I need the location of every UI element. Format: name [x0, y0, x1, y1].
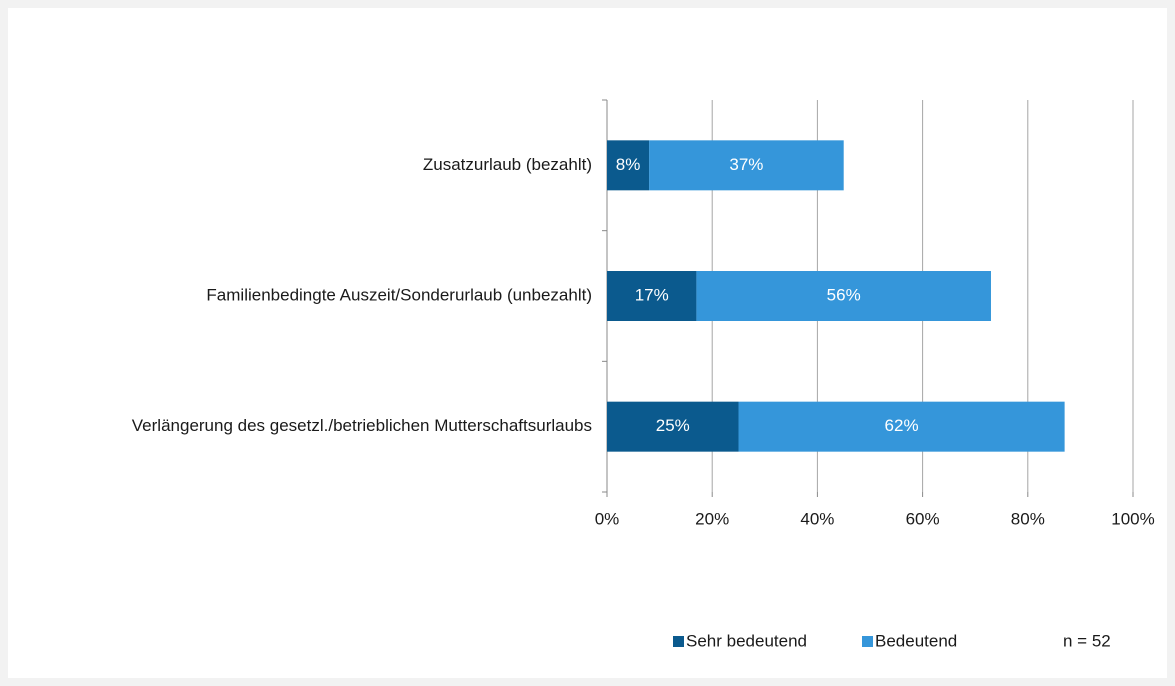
- x-tick-label: 0%: [595, 509, 620, 528]
- x-tick-label: 60%: [906, 509, 940, 528]
- legend-label: Sehr bedeutend: [686, 631, 807, 650]
- category-label: Verlängerung des gesetzl./betrieblichen …: [132, 416, 592, 435]
- bar-segment: [607, 401, 739, 452]
- x-tick-label: 100%: [1111, 509, 1154, 528]
- chart-background: [8, 8, 1167, 678]
- bar-segment: [607, 271, 697, 321]
- category-label: Zusatzurlaub (bezahlt): [423, 155, 592, 174]
- data-label: 8%: [616, 155, 641, 174]
- x-tick-label: 40%: [800, 509, 834, 528]
- x-tick-label: 20%: [695, 509, 729, 528]
- bar-segment: [738, 401, 1065, 452]
- legend-label: Bedeutend: [875, 631, 957, 650]
- annotation: n = 52: [1063, 631, 1111, 650]
- x-tick-label: 80%: [1011, 509, 1045, 528]
- data-label: 37%: [729, 155, 763, 174]
- bar-segment: [649, 140, 844, 191]
- data-label: 17%: [635, 285, 669, 304]
- data-label: 62%: [885, 416, 919, 435]
- bar-segment: [696, 271, 991, 321]
- legend-swatch: [673, 636, 684, 647]
- legend-swatch: [862, 636, 873, 647]
- data-label: 56%: [827, 285, 861, 304]
- bar-segment: [607, 140, 650, 191]
- category-label: Familienbedingte Auszeit/Sonderurlaub (u…: [206, 285, 592, 304]
- data-label: 25%: [656, 416, 690, 435]
